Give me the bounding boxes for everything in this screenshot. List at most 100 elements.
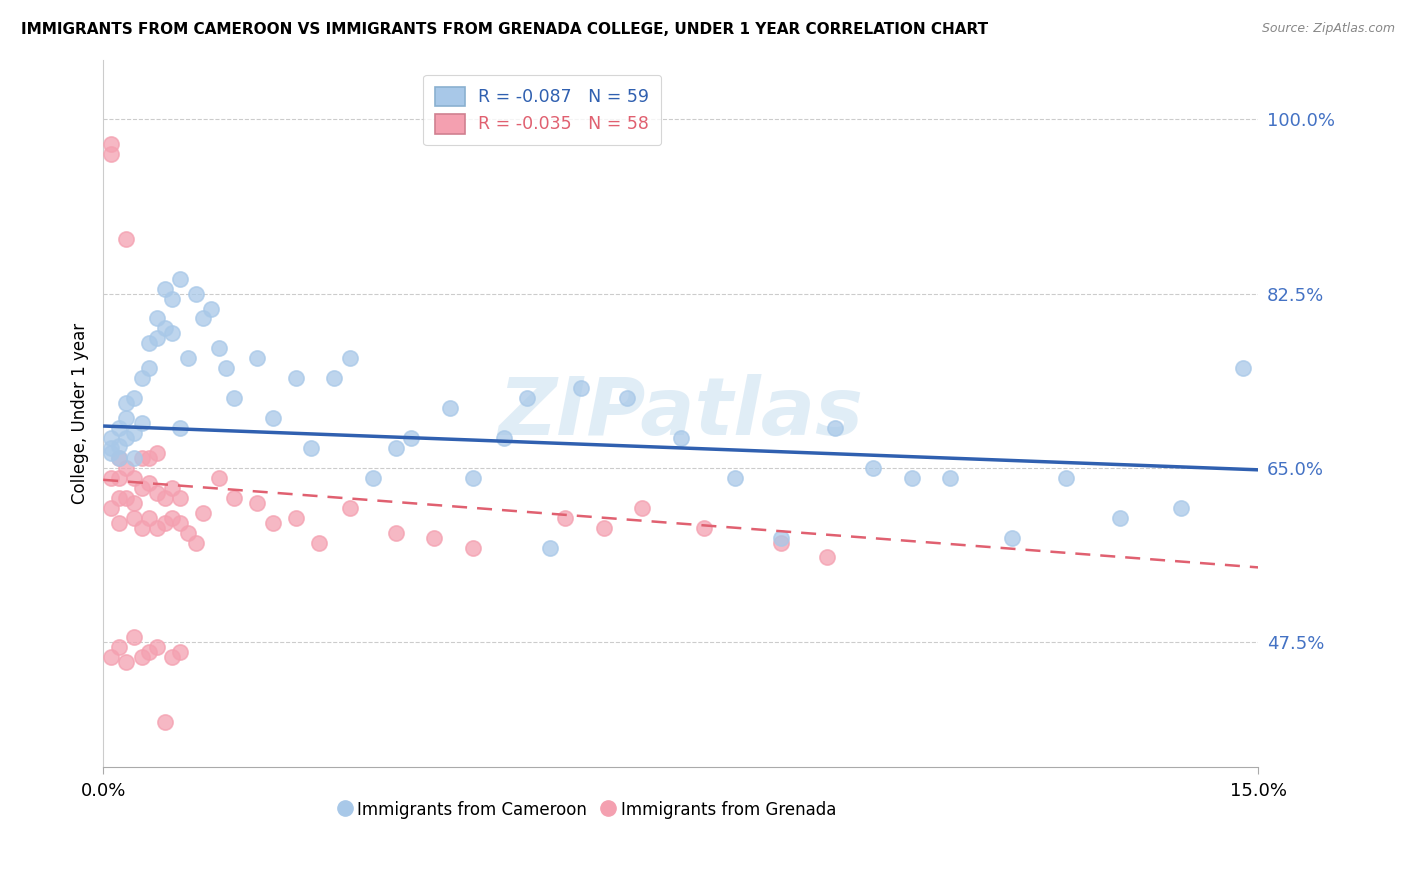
Point bbox=[146, 331, 169, 345]
Point bbox=[177, 351, 200, 366]
Point bbox=[131, 481, 153, 495]
Point bbox=[146, 485, 169, 500]
Point bbox=[138, 336, 160, 351]
Point bbox=[107, 491, 129, 505]
Point bbox=[323, 371, 346, 385]
Point bbox=[222, 391, 245, 405]
Point bbox=[131, 450, 153, 465]
Point bbox=[100, 446, 122, 460]
Point bbox=[162, 481, 184, 495]
Point bbox=[122, 471, 145, 485]
Point bbox=[1170, 500, 1192, 515]
Point bbox=[138, 645, 160, 659]
Point bbox=[122, 450, 145, 465]
Point bbox=[1232, 361, 1254, 376]
Point bbox=[169, 645, 191, 659]
Point bbox=[1108, 510, 1130, 524]
Point bbox=[516, 391, 538, 405]
Point bbox=[1001, 531, 1024, 545]
Point bbox=[538, 541, 561, 555]
Point bbox=[284, 371, 307, 385]
Point bbox=[169, 421, 191, 435]
Point bbox=[184, 535, 207, 549]
Point bbox=[115, 411, 138, 425]
Point bbox=[399, 431, 422, 445]
Legend: Immigrants from Cameroon, Immigrants from Grenada: Immigrants from Cameroon, Immigrants fro… bbox=[335, 794, 842, 825]
Point bbox=[153, 491, 176, 505]
Point bbox=[138, 361, 160, 376]
Point bbox=[153, 321, 176, 335]
Point bbox=[162, 510, 184, 524]
Point bbox=[222, 491, 245, 505]
Point bbox=[138, 475, 160, 490]
Point bbox=[169, 271, 191, 285]
Point bbox=[122, 630, 145, 644]
Point bbox=[146, 640, 169, 654]
Point bbox=[385, 525, 408, 540]
Point bbox=[107, 421, 129, 435]
Point bbox=[162, 292, 184, 306]
Y-axis label: College, Under 1 year: College, Under 1 year bbox=[72, 323, 89, 504]
Point bbox=[461, 541, 484, 555]
Point bbox=[122, 496, 145, 510]
Point bbox=[107, 450, 129, 465]
Point bbox=[115, 655, 138, 669]
Point bbox=[339, 351, 361, 366]
Point bbox=[162, 650, 184, 665]
Point bbox=[107, 471, 129, 485]
Point bbox=[439, 401, 461, 416]
Point bbox=[146, 311, 169, 326]
Point bbox=[107, 640, 129, 654]
Point bbox=[115, 491, 138, 505]
Point bbox=[100, 441, 122, 455]
Point bbox=[284, 510, 307, 524]
Point bbox=[592, 520, 614, 534]
Point bbox=[100, 500, 122, 515]
Point bbox=[138, 450, 160, 465]
Point bbox=[193, 506, 215, 520]
Point bbox=[146, 446, 169, 460]
Point bbox=[153, 714, 176, 729]
Point bbox=[1054, 471, 1077, 485]
Point bbox=[208, 342, 231, 356]
Point bbox=[492, 431, 515, 445]
Point bbox=[131, 371, 153, 385]
Point bbox=[616, 391, 638, 405]
Point bbox=[824, 421, 846, 435]
Point bbox=[122, 391, 145, 405]
Point bbox=[100, 471, 122, 485]
Point bbox=[193, 311, 215, 326]
Point bbox=[299, 441, 322, 455]
Point bbox=[131, 650, 153, 665]
Point bbox=[184, 286, 207, 301]
Point bbox=[153, 516, 176, 530]
Point bbox=[862, 460, 884, 475]
Point bbox=[169, 491, 191, 505]
Point bbox=[115, 232, 138, 246]
Point bbox=[107, 516, 129, 530]
Point bbox=[939, 471, 962, 485]
Point bbox=[361, 471, 384, 485]
Point bbox=[115, 396, 138, 410]
Point bbox=[339, 500, 361, 515]
Point bbox=[815, 550, 838, 565]
Point bbox=[100, 431, 122, 445]
Point bbox=[115, 460, 138, 475]
Point bbox=[200, 301, 222, 316]
Point bbox=[423, 531, 446, 545]
Point bbox=[554, 510, 576, 524]
Point bbox=[769, 535, 792, 549]
Point bbox=[131, 520, 153, 534]
Text: ZIPatlas: ZIPatlas bbox=[498, 374, 863, 452]
Point bbox=[461, 471, 484, 485]
Point bbox=[107, 450, 129, 465]
Point bbox=[308, 535, 330, 549]
Point bbox=[162, 326, 184, 341]
Point bbox=[122, 510, 145, 524]
Point bbox=[631, 500, 654, 515]
Point bbox=[138, 510, 160, 524]
Point bbox=[100, 650, 122, 665]
Text: IMMIGRANTS FROM CAMEROON VS IMMIGRANTS FROM GRENADA COLLEGE, UNDER 1 YEAR CORREL: IMMIGRANTS FROM CAMEROON VS IMMIGRANTS F… bbox=[21, 22, 988, 37]
Point bbox=[769, 531, 792, 545]
Point bbox=[177, 525, 200, 540]
